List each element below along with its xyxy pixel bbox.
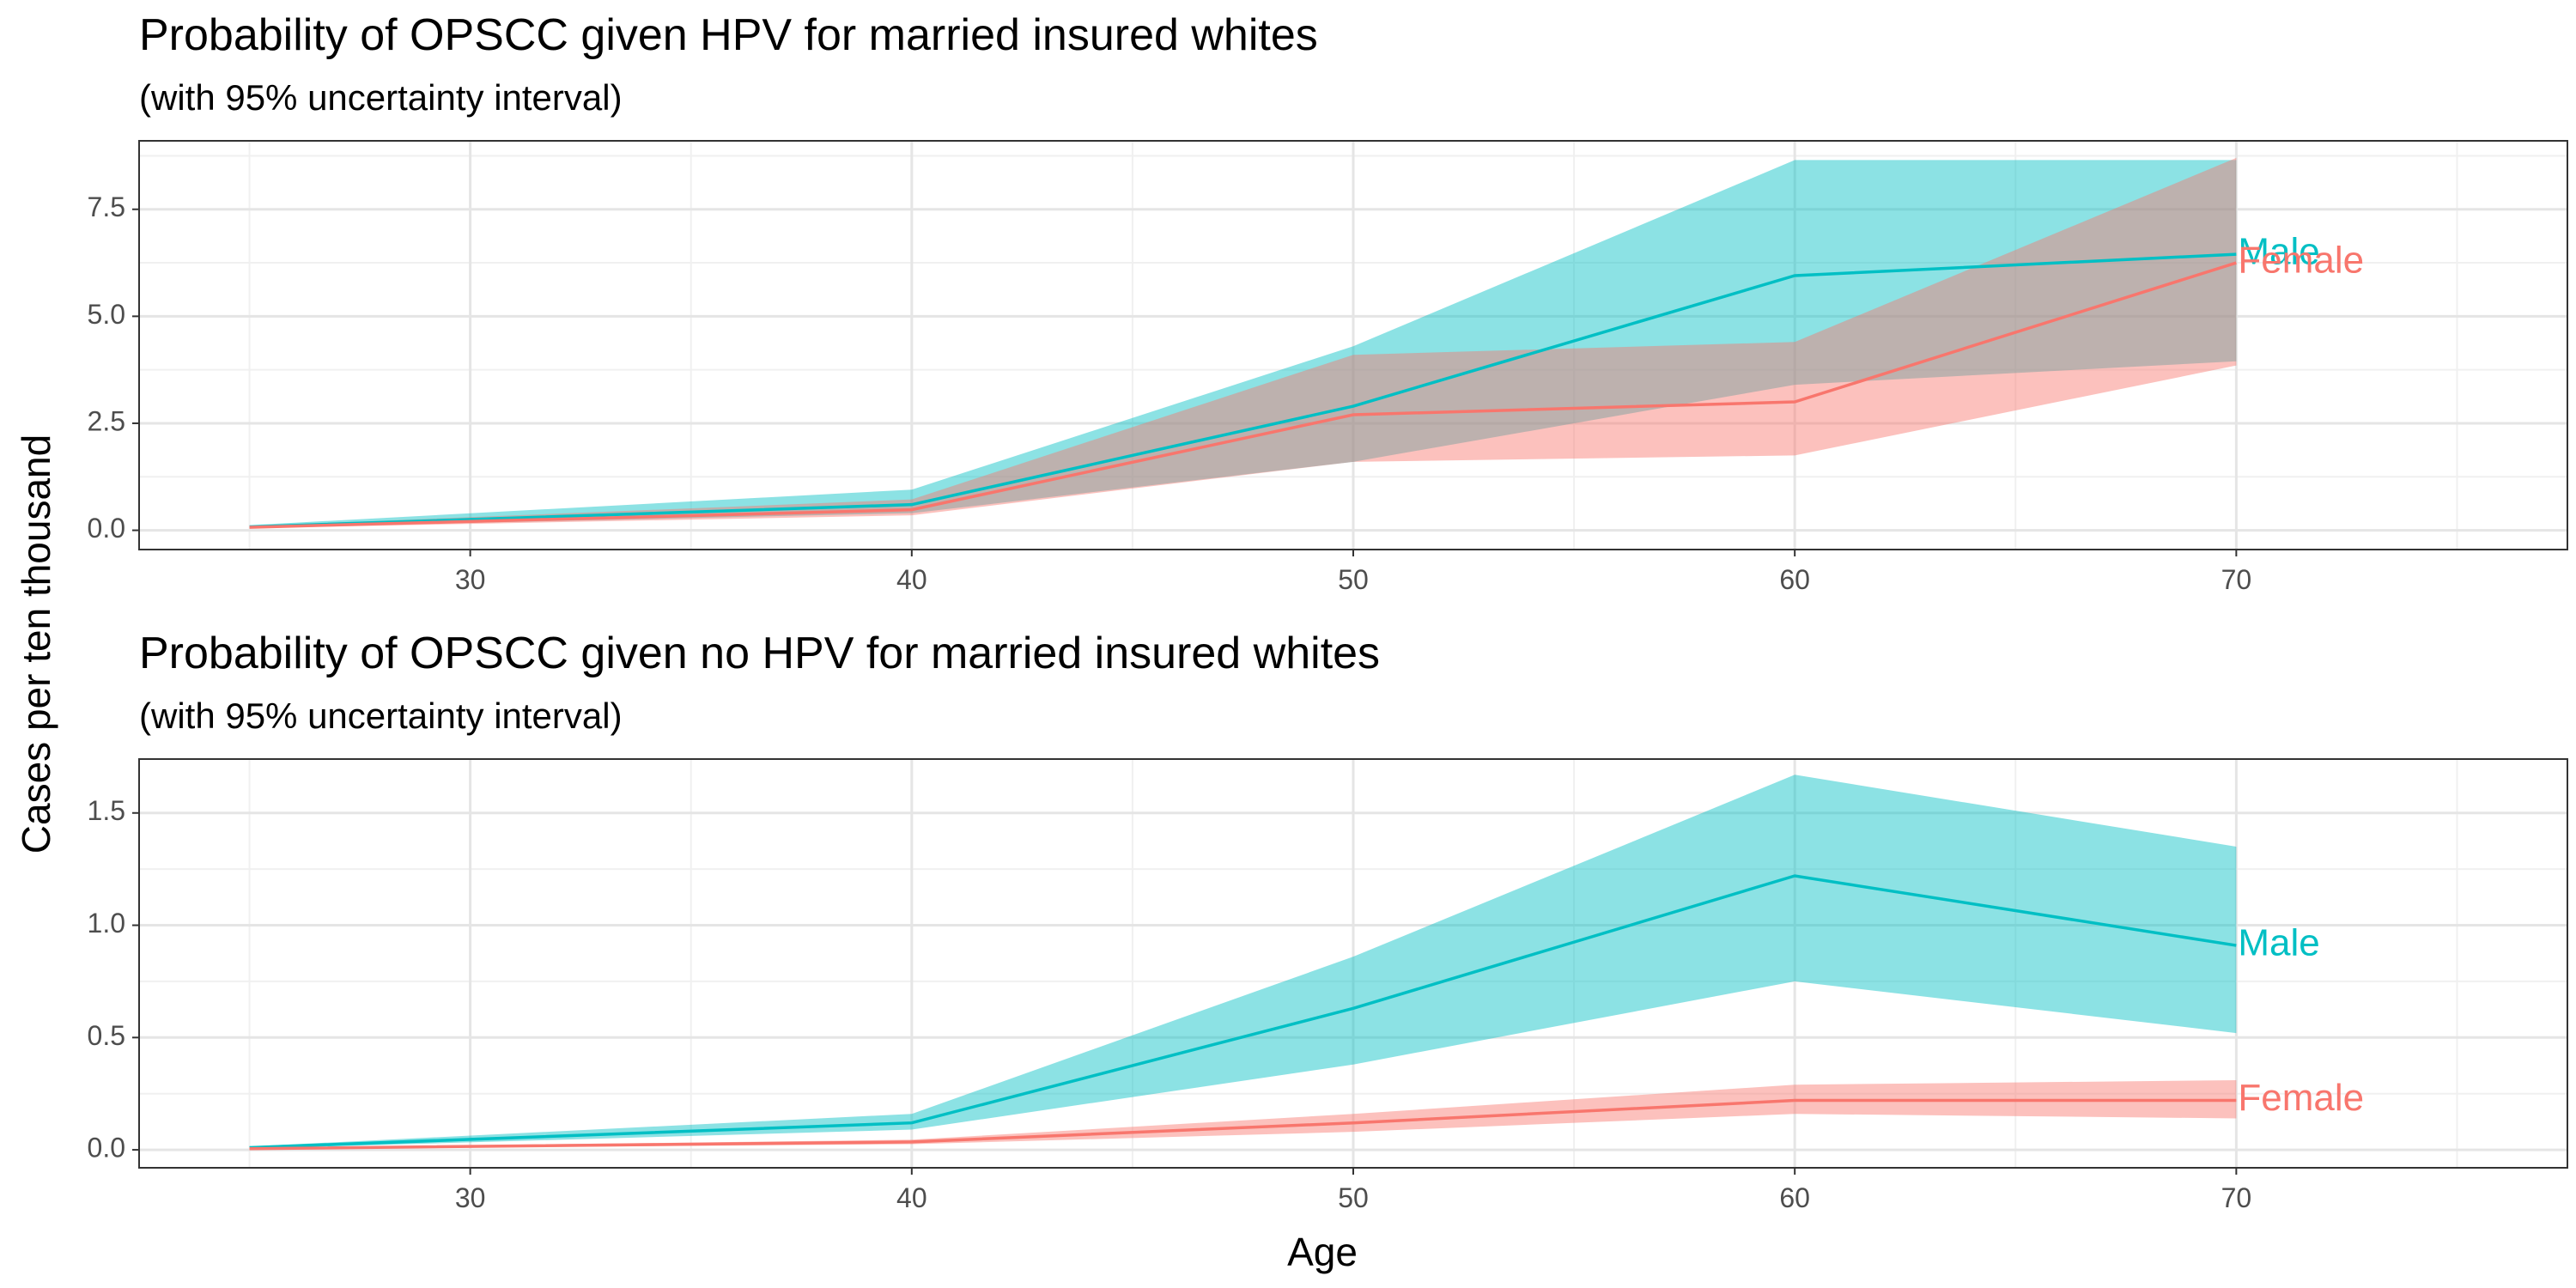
ribbon-female xyxy=(249,157,2237,529)
ribbon-female xyxy=(249,1080,2237,1150)
x-tick-label: 70 xyxy=(2221,564,2252,595)
chart-subtitle: (with 95% uncertainty interval) xyxy=(139,77,623,118)
chart-panels: Probability of OPSCC given HPV for marri… xyxy=(88,10,2568,1213)
x-axis-title: Age xyxy=(1287,1230,1358,1274)
x-tick-label: 40 xyxy=(896,564,927,595)
ribbon-male xyxy=(249,775,2237,1149)
y-tick-label: 0.0 xyxy=(88,1133,125,1163)
x-tick-label: 70 xyxy=(2221,1182,2252,1213)
chart-subtitle: (with 95% uncertainty interval) xyxy=(139,696,623,736)
line-female xyxy=(249,1098,2237,1151)
y-tick-label: 0.5 xyxy=(88,1020,125,1051)
y-tick-label: 5.0 xyxy=(88,299,125,330)
x-tick-label: 40 xyxy=(896,1182,927,1213)
x-tick-label: 30 xyxy=(455,1182,486,1213)
y-tick-label: 0.0 xyxy=(88,513,125,544)
x-tick-label: 60 xyxy=(1779,1182,1810,1213)
x-tick-label: 50 xyxy=(1338,564,1369,595)
series-label-male: Male xyxy=(2238,231,2319,273)
chart-title: Probability of OPSCC given HPV for marri… xyxy=(139,10,1318,60)
series-label-female: Female xyxy=(2238,240,2364,282)
chart-title: Probability of OPSCC given no HPV for ma… xyxy=(139,629,1380,678)
x-tick-label: 30 xyxy=(455,564,486,595)
ribbon-male xyxy=(249,160,2237,528)
x-tick-label: 60 xyxy=(1779,564,1810,595)
line-male xyxy=(249,874,2237,1150)
line-male xyxy=(249,252,2237,529)
y-tick-label: 1.0 xyxy=(88,908,125,939)
series-label-male: Male xyxy=(2238,922,2319,964)
y-tick-label: 1.5 xyxy=(88,795,125,826)
chart-panel-2: Probability of OPSCC given no HPV for ma… xyxy=(88,629,2568,1213)
y-tick-label: 7.5 xyxy=(88,191,125,222)
chart-panel-1: Probability of OPSCC given HPV for marri… xyxy=(88,10,2568,595)
series-label-female: Female xyxy=(2238,1077,2364,1119)
y-axis-title: Cases per ten thousand xyxy=(14,434,58,854)
x-tick-label: 50 xyxy=(1338,1182,1369,1213)
line-female xyxy=(249,261,2237,529)
y-tick-label: 2.5 xyxy=(88,405,125,436)
